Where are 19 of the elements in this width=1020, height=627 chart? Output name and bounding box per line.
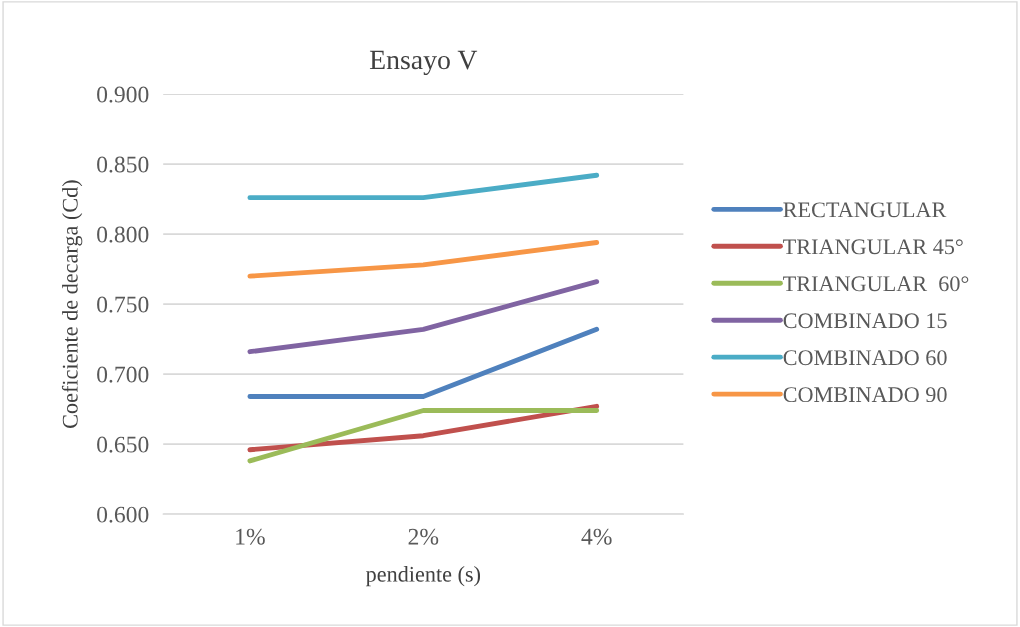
y-tick-label: 0.750 — [97, 296, 149, 313]
y-tick-label: 0.800 — [97, 226, 149, 243]
x-tick-label: 1% — [236, 528, 265, 545]
y-tick-label: 0.850 — [97, 156, 149, 173]
chart-title: Ensayo V — [369, 50, 478, 76]
y-tick-label: 0.700 — [97, 366, 149, 383]
legend-label: RECTANGULAR — [783, 202, 947, 218]
x-tick-label: 2% — [408, 528, 439, 545]
y-tick-label: 0.900 — [97, 86, 149, 103]
legend-label: COMBINADO 15 — [783, 313, 947, 329]
y-axis-title: Coeficiente de decarga (Cd) — [61, 180, 83, 428]
legend-label: COMBINADO 90 — [783, 387, 947, 403]
y-tick-label: 0.650 — [97, 436, 149, 453]
x-tick-label: 4% — [581, 528, 612, 545]
y-tick-label: 0.600 — [97, 506, 149, 523]
legend-label: COMBINADO 60 — [783, 350, 947, 366]
x-axis-title: pendiente (s) — [365, 566, 481, 587]
legend-label: TRIANGULAR 45° — [783, 239, 963, 255]
legend-label: TRIANGULAR 60° — [783, 276, 969, 292]
